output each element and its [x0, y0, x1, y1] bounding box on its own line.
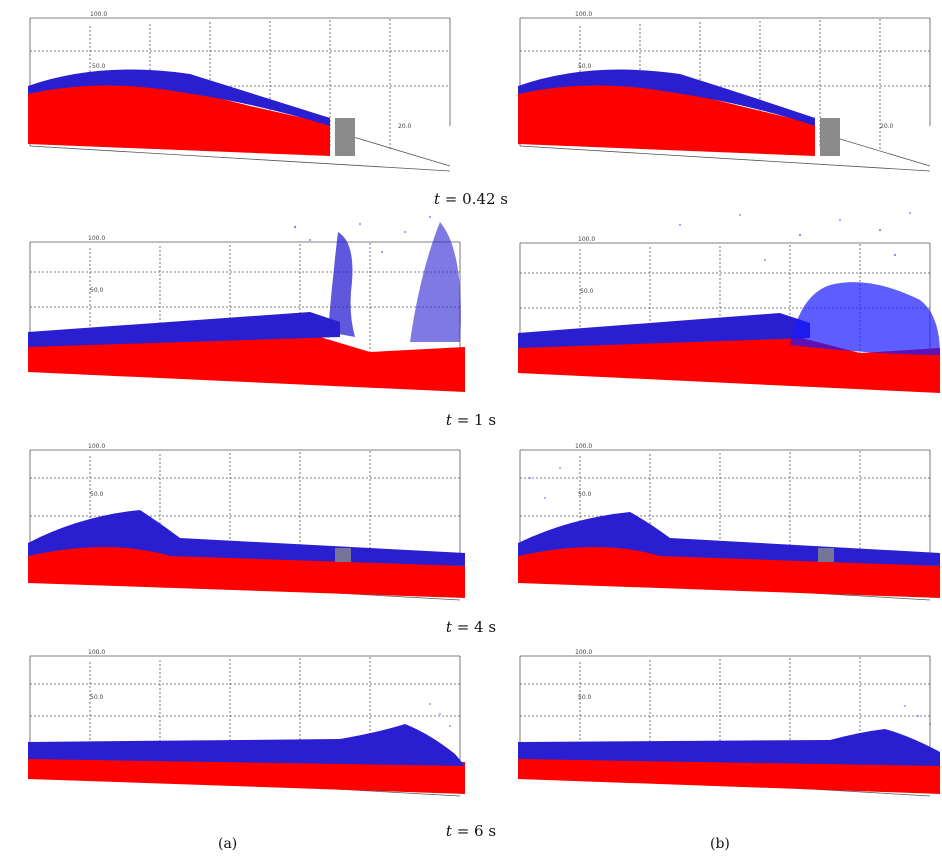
tick-side: 20.0	[880, 123, 894, 130]
tick-top: 100.0	[88, 235, 105, 242]
tick-top: 100.0	[88, 443, 105, 450]
tick-mid: 50.0	[90, 491, 104, 498]
spray-left	[328, 232, 355, 337]
tick-mid: 50.0	[578, 491, 592, 498]
panel-row4-col-a: 100.0 50.0	[10, 644, 470, 804]
column-label-b: (b)	[710, 836, 730, 852]
tick-top: 100.0	[575, 11, 592, 18]
tick-mid: 50.0	[90, 694, 104, 701]
time-caption-row1: t = 0.42 s	[433, 190, 508, 208]
panel-row2-col-b: 100.0 50.0	[500, 205, 940, 410]
tick-top: 100.0	[88, 649, 105, 656]
time-caption-row4: t = 6 s	[445, 822, 497, 840]
time-caption-row2: t = 1 s	[445, 411, 497, 429]
spray-right	[410, 222, 461, 342]
tick-top: 100.0	[90, 11, 107, 18]
tick-mid: 50.0	[578, 63, 592, 70]
column-label-a: (a)	[218, 836, 238, 852]
panel-row4-col-b: 100.0 50.0	[500, 644, 940, 804]
obstacle	[335, 118, 355, 156]
tick-top: 100.0	[575, 649, 592, 656]
panel-row3-col-a: 100.0 50.0	[10, 438, 470, 608]
tick-mid: 50.0	[92, 63, 106, 70]
tick-side: 20.0	[398, 123, 412, 130]
panel-row1-col-a: 100.0 50.0 20.0	[10, 6, 460, 176]
red-layer	[28, 78, 330, 156]
panel-row1-col-b: 100.0 50.0 20.0	[500, 6, 940, 176]
tick-mid: 50.0	[90, 287, 104, 294]
spray-cloud	[790, 282, 940, 355]
panel-row2-col-a: 100.0 50.0	[10, 212, 470, 412]
tick-top: 100.0	[575, 443, 592, 450]
time-caption-row3: t = 4 s	[445, 618, 497, 636]
blue-layer	[28, 69, 330, 126]
tick-mid: 50.0	[580, 288, 594, 295]
tick-top: 100.0	[578, 236, 595, 243]
tick-mid: 50.0	[578, 694, 592, 701]
panel-row3-col-b: 100.0 50.0	[500, 438, 940, 608]
